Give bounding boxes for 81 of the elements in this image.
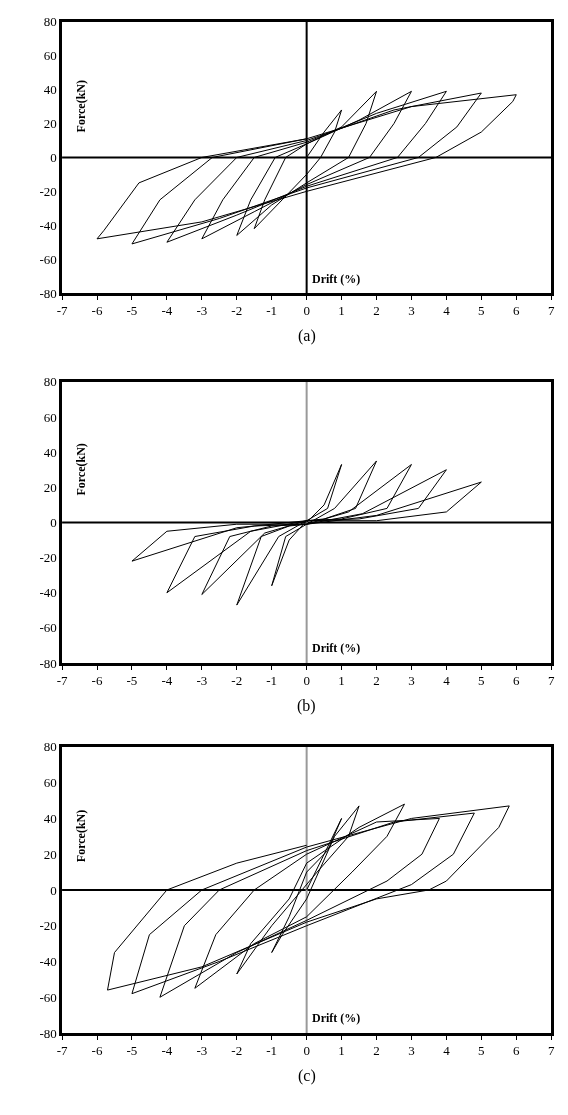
x-tick-label: 2 xyxy=(373,303,380,319)
x-tick-label: 5 xyxy=(478,303,485,319)
x-tick-label: 2 xyxy=(373,673,380,689)
y-axis-title: Force(kN) xyxy=(74,80,89,133)
x-tick-label: 3 xyxy=(408,1043,415,1059)
x-tick-label: 3 xyxy=(408,673,415,689)
x-tick-label: 6 xyxy=(513,1043,521,1059)
x-tick-label: -4 xyxy=(161,673,173,689)
y-tick-label: 40 xyxy=(43,82,57,98)
y-tick-label: -20 xyxy=(39,183,57,199)
x-tick-label: -5 xyxy=(126,303,138,319)
x-axis-title: Drift (%) xyxy=(312,1011,361,1025)
y-tick-label: 60 xyxy=(43,409,57,425)
y-tick-label: -80 xyxy=(39,655,57,671)
y-tick-label: 80 xyxy=(43,14,57,30)
x-tick-label: 7 xyxy=(547,303,555,319)
x-tick-label: 2 xyxy=(373,1043,380,1059)
x-tick-label: -1 xyxy=(266,303,278,319)
x-tick-label: -2 xyxy=(231,673,243,689)
x-tick-label: 1 xyxy=(338,1043,345,1059)
x-tick-label: 4 xyxy=(443,1043,451,1059)
y-tick-label: -20 xyxy=(39,550,57,566)
y-tick-label: -40 xyxy=(39,585,57,601)
y-tick-label: -40 xyxy=(39,217,57,233)
x-tick-label: -6 xyxy=(91,303,103,319)
y-axis-title: Force(kN) xyxy=(74,443,89,496)
x-tick-label: 1 xyxy=(338,673,345,689)
y-tick-label: 20 xyxy=(43,479,57,495)
x-tick-label: -5 xyxy=(126,673,138,689)
y-tick-label: 80 xyxy=(43,374,57,390)
y-tick-label: 80 xyxy=(43,739,57,755)
x-axis-title: Drift (%) xyxy=(312,641,361,655)
x-tick-label: 0 xyxy=(303,673,310,689)
x-tick-label: 4 xyxy=(443,673,451,689)
x-tick-label: -4 xyxy=(161,303,173,319)
y-tick-label: -60 xyxy=(39,620,57,636)
x-tick-label: -2 xyxy=(231,1043,243,1059)
x-tick-label: 0 xyxy=(303,303,310,319)
y-tick-label: 0 xyxy=(50,882,57,898)
y-tick-label: 20 xyxy=(43,116,57,132)
x-tick-label: 6 xyxy=(513,673,521,689)
x-tick-label: -6 xyxy=(91,1043,103,1059)
x-tick-label: -4 xyxy=(161,1043,173,1059)
x-tick-label: 7 xyxy=(547,673,555,689)
text: (b) xyxy=(297,697,316,715)
x-tick-label: -3 xyxy=(196,673,208,689)
y-tick-label: 20 xyxy=(43,846,57,862)
x-tick-label: -3 xyxy=(196,1043,208,1059)
x-tick-label: -6 xyxy=(91,673,103,689)
x-tick-label: -7 xyxy=(56,673,68,689)
x-tick-label: 5 xyxy=(478,673,485,689)
x-tick-label: 5 xyxy=(478,1043,485,1059)
y-tick-label: 40 xyxy=(43,444,57,460)
y-tick-label: 60 xyxy=(43,48,57,64)
x-tick-label: -2 xyxy=(231,303,243,319)
x-tick-label: 4 xyxy=(443,303,451,319)
y-tick-label: 0 xyxy=(50,150,57,165)
y-tick-label: 60 xyxy=(43,775,57,791)
text: (c) xyxy=(298,1067,316,1085)
x-tick-label: 7 xyxy=(547,1043,555,1059)
x-tick-label: -1 xyxy=(266,1043,278,1059)
y-axis-title: Force(kN) xyxy=(73,809,88,863)
x-tick-label: -1 xyxy=(266,673,278,689)
x-tick-label: -7 xyxy=(56,303,68,319)
y-tick-label: -60 xyxy=(39,251,57,267)
y-tick-label: -40 xyxy=(39,954,57,970)
x-tick-label: -5 xyxy=(126,1043,138,1059)
x-tick-label: -3 xyxy=(196,303,208,319)
x-tick-label: 3 xyxy=(408,303,415,319)
x-tick-label: 0 xyxy=(303,1043,310,1059)
y-tick-label: -80 xyxy=(39,1025,57,1041)
x-tick-label: 1 xyxy=(338,303,345,319)
y-tick-label: 40 xyxy=(43,810,57,826)
y-tick-label: -20 xyxy=(39,918,57,934)
text: (a) xyxy=(298,327,316,345)
x-tick-label: 6 xyxy=(513,303,521,319)
y-tick-label: -60 xyxy=(39,989,57,1005)
y-tick-label: -80 xyxy=(39,285,57,301)
x-axis-title: Drift (%) xyxy=(312,272,361,286)
x-tick-label: -7 xyxy=(56,1043,68,1059)
y-tick-label: 0 xyxy=(50,515,57,531)
